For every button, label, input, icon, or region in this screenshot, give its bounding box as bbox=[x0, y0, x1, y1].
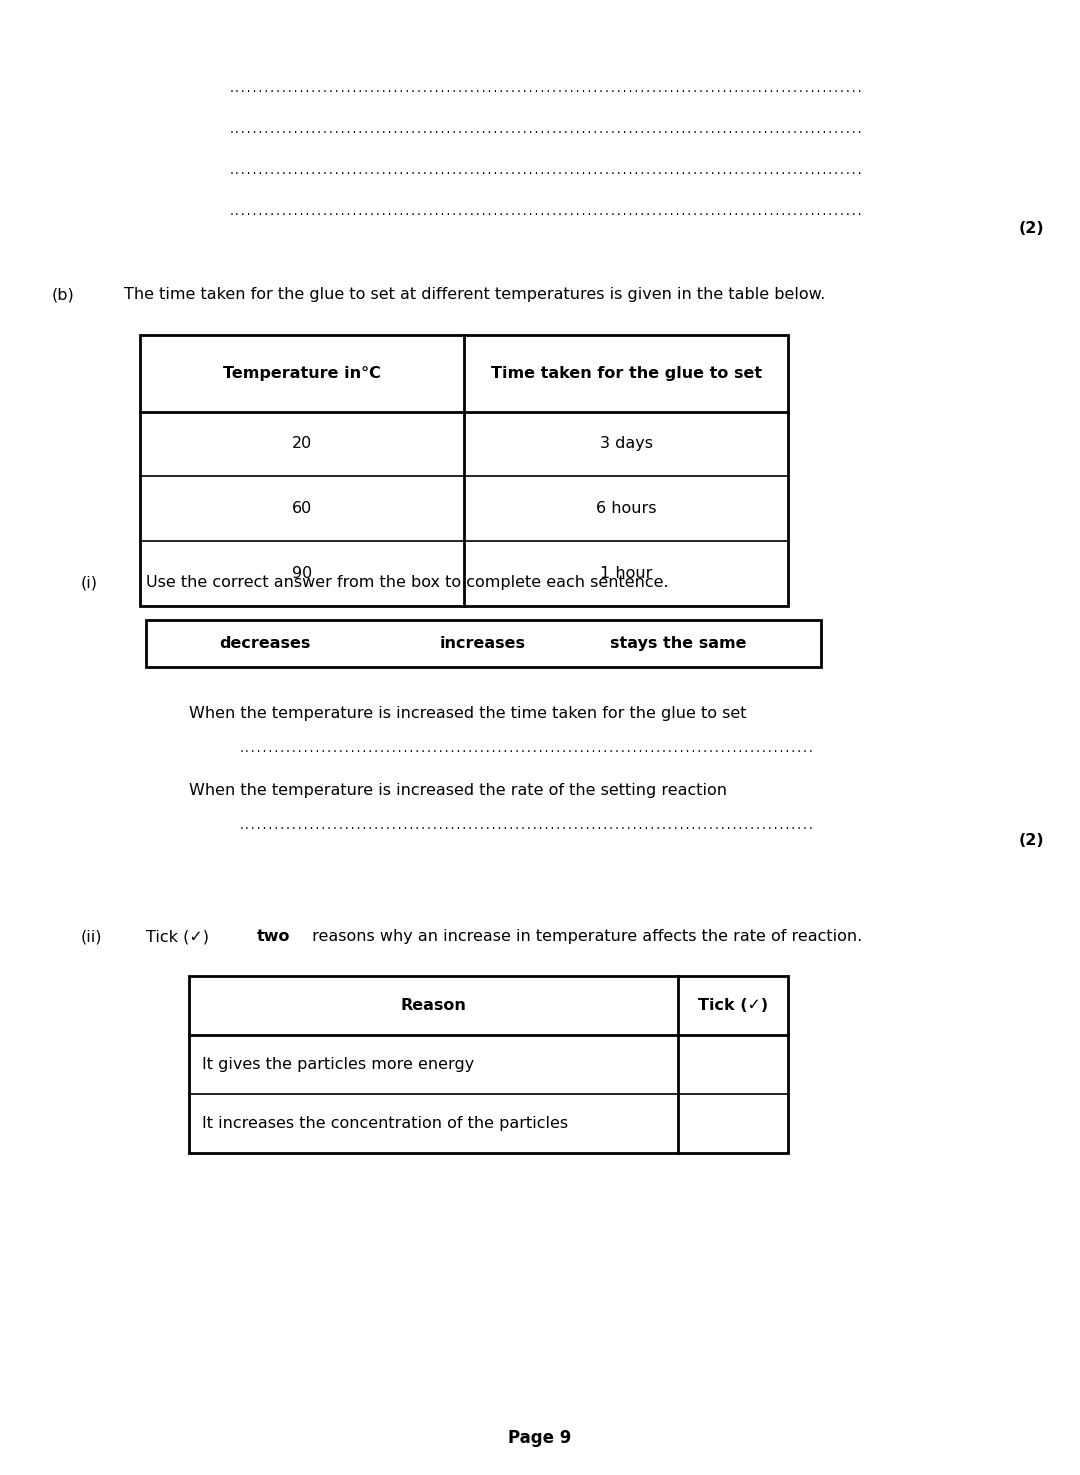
Text: When the temperature is increased the time taken for the glue to set: When the temperature is increased the ti… bbox=[189, 707, 746, 721]
Text: Reason: Reason bbox=[401, 999, 467, 1013]
Text: When the temperature is increased the rate of the setting reaction: When the temperature is increased the ra… bbox=[189, 783, 727, 798]
Text: (2): (2) bbox=[1018, 221, 1044, 236]
Text: increases: increases bbox=[440, 636, 526, 650]
Text: reasons why an increase in temperature affects the rate of reaction.: reasons why an increase in temperature a… bbox=[307, 929, 862, 944]
Text: (i): (i) bbox=[81, 575, 98, 590]
Text: ................................................................................: ........................................… bbox=[239, 745, 814, 754]
Text: The time taken for the glue to set at different temperatures is given in the tab: The time taken for the glue to set at di… bbox=[124, 288, 825, 302]
Text: ................................................................................: ........................................… bbox=[239, 822, 814, 830]
Bar bbox=[140, 335, 788, 606]
Text: Use the correct answer from the box to complete each sentence.: Use the correct answer from the box to c… bbox=[146, 575, 669, 590]
Text: Tick (✓): Tick (✓) bbox=[146, 929, 214, 944]
Text: (ii): (ii) bbox=[81, 929, 103, 944]
Text: Temperature in°C: Temperature in°C bbox=[224, 366, 381, 381]
Text: It increases the concentration of the particles: It increases the concentration of the pa… bbox=[202, 1117, 568, 1131]
Text: two: two bbox=[257, 929, 291, 944]
Text: 60: 60 bbox=[293, 502, 312, 516]
Text: (2): (2) bbox=[1018, 833, 1044, 848]
Text: 3 days: 3 days bbox=[599, 437, 653, 451]
Bar bbox=[146, 620, 821, 667]
Text: 20: 20 bbox=[293, 437, 312, 451]
Text: ................................................................................: ........................................… bbox=[228, 125, 863, 134]
Text: stays the same: stays the same bbox=[610, 636, 746, 650]
Text: ................................................................................: ........................................… bbox=[228, 84, 863, 93]
Text: ................................................................................: ........................................… bbox=[228, 208, 863, 217]
Text: 90: 90 bbox=[293, 566, 312, 581]
Text: Page 9: Page 9 bbox=[509, 1429, 571, 1447]
Text: (b): (b) bbox=[52, 288, 75, 302]
Bar bbox=[189, 976, 788, 1153]
Text: ................................................................................: ........................................… bbox=[228, 167, 863, 176]
Text: Time taken for the glue to set: Time taken for the glue to set bbox=[490, 366, 762, 381]
Text: It gives the particles more energy: It gives the particles more energy bbox=[202, 1058, 474, 1072]
Text: Tick (✓): Tick (✓) bbox=[699, 999, 768, 1013]
Text: 6 hours: 6 hours bbox=[596, 502, 657, 516]
Text: 1 hour: 1 hour bbox=[600, 566, 652, 581]
Text: decreases: decreases bbox=[219, 636, 310, 650]
